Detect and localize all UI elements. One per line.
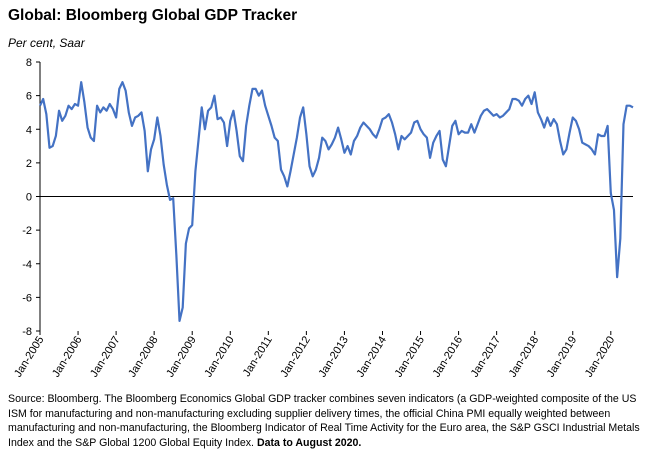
chart-title: Global: Bloomberg Global GDP Tracker <box>8 7 298 24</box>
y-tick-label: -2 <box>22 225 32 237</box>
y-tick-label: 0 <box>26 192 32 204</box>
y-tick-label: -4 <box>22 259 32 271</box>
x-tick-label: Jan-2008 <box>126 334 160 379</box>
x-tick-label: Jan-2009 <box>164 334 198 379</box>
source-data-note: Data to August 2020. <box>256 436 362 449</box>
source-text: Source: Bloomberg. The Bloomberg Economi… <box>8 393 640 449</box>
y-tick-label: 4 <box>26 124 32 136</box>
y-tick-label: 2 <box>26 158 32 170</box>
source-note: Source: Bloomberg. The Bloomberg Economi… <box>8 392 644 450</box>
x-tick-label: Jan-2017 <box>469 334 503 379</box>
x-tick-label: Jan-2016 <box>431 334 465 379</box>
x-tick-label: Jan-2014 <box>355 334 389 379</box>
y-tick-label: 6 <box>26 91 32 103</box>
x-tick-label: Jan-2012 <box>278 334 312 379</box>
x-tick-label: Jan-2005 <box>12 334 46 379</box>
x-tick-label: Jan-2007 <box>88 334 122 379</box>
y-tick-label: -6 <box>22 292 32 304</box>
data-line <box>39 81 634 323</box>
x-tick-label: Jan-2018 <box>507 334 541 379</box>
y-axis-unit: Per cent, Saar <box>8 36 85 50</box>
x-tick-label: Jan-2019 <box>545 334 579 379</box>
x-tick-label: Jan-2015 <box>393 334 427 379</box>
x-tick-label: Jan-2006 <box>50 334 84 379</box>
y-tick-label: -8 <box>22 326 32 338</box>
x-tick-label: Jan-2020 <box>583 334 617 379</box>
x-tick-label: Jan-2011 <box>241 334 275 379</box>
x-tick-label: Jan-2013 <box>316 334 350 379</box>
y-tick-label: 8 <box>26 57 32 69</box>
x-tick-label: Jan-2010 <box>202 334 236 379</box>
